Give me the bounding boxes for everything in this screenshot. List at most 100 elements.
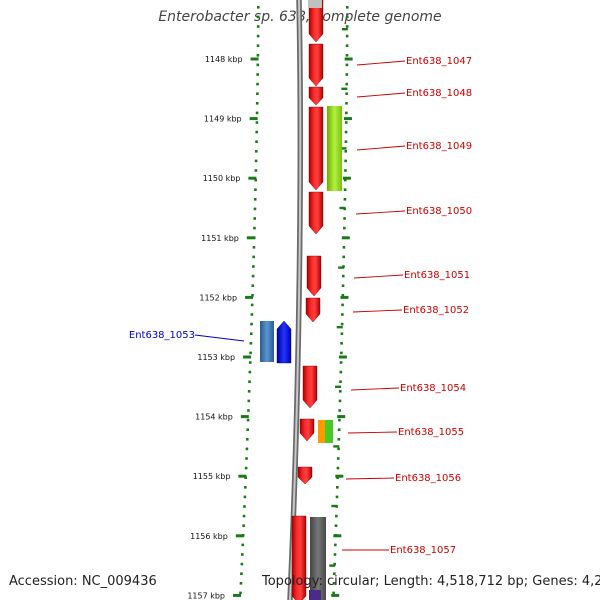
gene-feature-secondary[interactable]: [309, 590, 321, 600]
gene-feature[interactable]: [302, 365, 318, 409]
track-dot-left: [239, 582, 243, 585]
axis-tick-mark-left: [249, 117, 258, 121]
gene-feature[interactable]: [308, 43, 324, 87]
axis-tick-mark-left: [246, 236, 255, 240]
gene-label-ent638_1047[interactable]: Ent638_1047: [406, 56, 472, 67]
track-dot-left: [255, 102, 259, 105]
gene-feature[interactable]: [308, 191, 324, 235]
track-dot-left: [254, 178, 257, 182]
gene-label-ent638_1056[interactable]: Ent638_1056: [395, 473, 461, 484]
gene-feature-secondary[interactable]: [308, 0, 322, 8]
gene-label-leader: [356, 92, 406, 98]
track-dot-right: [340, 351, 343, 355]
track-dot-right: [341, 294, 345, 297]
gene-label-ent638_1057[interactable]: Ent638_1057: [390, 545, 456, 556]
axis-tick-mark-left: [248, 176, 257, 180]
axis-tick-label: 1156 kbp: [190, 532, 228, 541]
axis-tick-mark-right: [337, 415, 346, 419]
track-dot-right: [342, 255, 346, 259]
axis-tick-label: 1153 kbp: [197, 353, 235, 362]
track-dot-left: [256, 92, 259, 95]
track-dot-left: [251, 274, 255, 278]
gene-label-ent638_1048[interactable]: Ent638_1048: [406, 88, 472, 99]
gene-feature[interactable]: [291, 515, 307, 600]
axis-minor-mark: [339, 206, 346, 210]
gene-label-ent638_1050[interactable]: Ent638_1050: [406, 206, 472, 217]
gene-feature[interactable]: [299, 418, 315, 442]
axis-minor-mark: [331, 504, 338, 508]
track-dot-right: [345, 82, 349, 86]
track-dot-right: [343, 188, 347, 191]
track-dot-right: [335, 495, 339, 499]
track-dot-left: [253, 226, 256, 230]
track-dot-left: [246, 428, 249, 431]
axis-tick-mark-right: [333, 534, 342, 538]
track-dot-right: [345, 102, 348, 105]
track-dot-right: [341, 303, 344, 307]
track-dot-left: [240, 562, 244, 566]
gene-feature-secondary[interactable]: [310, 517, 326, 600]
track-dot-left: [244, 466, 248, 470]
track-dot-right: [339, 380, 342, 383]
gene-label-leader: [350, 387, 400, 391]
track-dot-right: [344, 169, 347, 172]
axis-tick-label: 1151 kbp: [201, 234, 239, 243]
gene-feature[interactable]: [306, 255, 322, 297]
track-dot-left: [255, 111, 259, 115]
track-dot-right: [344, 140, 348, 143]
axis-tick-mark-right: [335, 474, 344, 478]
axis-minor-mark: [335, 385, 342, 388]
gene-feature-secondary[interactable]: [327, 106, 342, 191]
track-dot-left: [253, 198, 257, 201]
track-dot-right: [336, 466, 340, 470]
track-dot-right: [338, 390, 342, 393]
gene-label-ent638_1049[interactable]: Ent638_1049: [406, 141, 472, 152]
gene-feature-reverse[interactable]: [276, 320, 292, 364]
axis-minor-mark: [338, 266, 345, 269]
track-dot-right: [345, 44, 349, 47]
gene-feature[interactable]: [305, 297, 321, 323]
axis-tick-mark-left: [233, 593, 242, 597]
gene-label-ent638_1055[interactable]: Ent638_1055: [398, 427, 464, 438]
gene-label-ent638_1051[interactable]: Ent638_1051: [404, 270, 470, 281]
gene-label-ent638_1054[interactable]: Ent638_1054: [400, 383, 466, 394]
track-dot-left: [248, 361, 252, 364]
axis-minor-mark: [340, 147, 347, 150]
gene-label-ent638_1053[interactable]: Ent638_1053: [129, 330, 195, 341]
topology-text: Topology: circular; Length: 4,518,712 bp…: [262, 574, 600, 589]
track-dot-left: [255, 130, 259, 134]
track-dot-left: [256, 15, 260, 19]
track-dot-right: [345, 73, 349, 76]
track-dot-left: [256, 44, 260, 47]
track-dot-left: [256, 25, 260, 28]
track-dot-right: [341, 274, 345, 278]
gene-feature[interactable]: [308, 86, 324, 106]
gene-labels[interactable]: Ent638_1047 Ent638_1048 Ent638_1049 Ent638_…: [129, 56, 472, 556]
track-dot-left: [254, 159, 258, 163]
backbone-highlight: [289, 0, 302, 600]
axis-minor-mark: [336, 326, 343, 329]
track-dot-left: [240, 572, 243, 575]
gene-label-leader: [356, 145, 406, 151]
track-dot-left: [242, 514, 246, 518]
axis-tick-mark-left: [250, 57, 259, 61]
track-dot-left: [256, 54, 260, 57]
gene-feature[interactable]: [308, 0, 324, 43]
gene-feature[interactable]: [297, 466, 313, 485]
gene-label-ent638_1052[interactable]: Ent638_1052: [403, 305, 469, 316]
gene-feature-secondary[interactable]: [325, 420, 333, 443]
track-dot-right: [332, 591, 335, 595]
track-dot-left: [249, 351, 252, 355]
track-dot-right: [340, 322, 344, 326]
track-dot-left: [247, 409, 250, 412]
track-dot-right: [338, 418, 341, 422]
gene-feature[interactable]: [308, 106, 324, 191]
axis-tick-label: 1154 kbp: [195, 413, 233, 422]
gene-feature-secondary[interactable]: [260, 321, 274, 362]
track-dot-left: [245, 457, 248, 460]
gene-features[interactable]: [260, 0, 342, 600]
gene-feature-secondary[interactable]: [318, 420, 326, 443]
axis-tick-label: 1152 kbp: [199, 293, 237, 302]
